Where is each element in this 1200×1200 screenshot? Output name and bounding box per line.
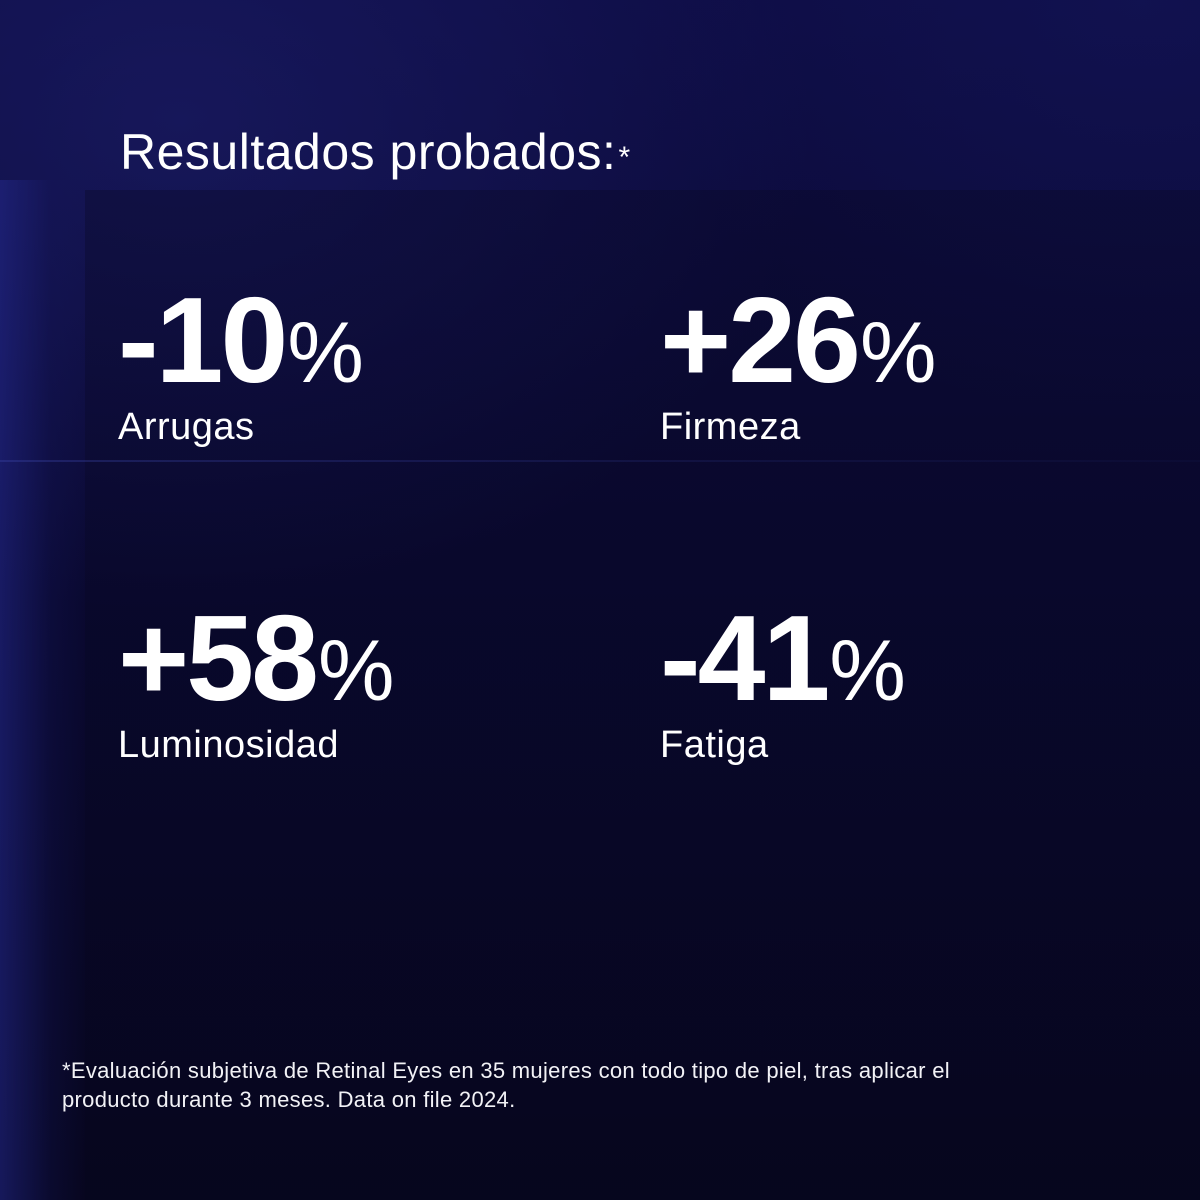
stat-firmness: +26% Firmeza: [660, 279, 937, 450]
footnote-line-1: *Evaluación subjetiva de Retinal Eyes en…: [62, 1058, 950, 1083]
background-panel: [85, 190, 1200, 1200]
stat-unit: %: [287, 305, 364, 401]
footnote-line-2: producto durante 3 meses. Data on file 2…: [62, 1087, 516, 1112]
stat-value: -41%: [660, 597, 906, 719]
stat-unit: %: [317, 623, 395, 719]
stat-fatigue: -41% Fatiga: [660, 597, 906, 768]
stat-number: +26: [660, 272, 861, 408]
stat-number: +58: [118, 590, 319, 726]
page-title-text: Resultados probados:: [120, 124, 617, 180]
stat-number: -10: [118, 272, 288, 408]
stat-luminosity: +58% Luminosidad: [118, 597, 395, 768]
stat-label: Arrugas: [118, 406, 255, 448]
stat-value: +58%: [118, 597, 395, 719]
stat-label: Firmeza: [660, 406, 801, 448]
stat-value: +26%: [660, 279, 937, 401]
stat-number: -41: [660, 590, 830, 726]
footnote: *Evaluación subjetiva de Retinal Eyes en…: [62, 1056, 1152, 1114]
stat-unit: %: [829, 623, 906, 719]
background-divider: [0, 460, 1200, 462]
stat-value: -10%: [118, 279, 364, 401]
stat-label: Luminosidad: [118, 724, 339, 766]
stat-label: Fatiga: [660, 724, 769, 766]
stat-wrinkles: -10% Arrugas: [118, 279, 364, 450]
stat-unit: %: [859, 305, 937, 401]
background-edge-glow: [0, 180, 85, 1200]
page-title: Resultados probados:*: [120, 122, 631, 182]
page-title-asterisk: *: [618, 141, 631, 174]
